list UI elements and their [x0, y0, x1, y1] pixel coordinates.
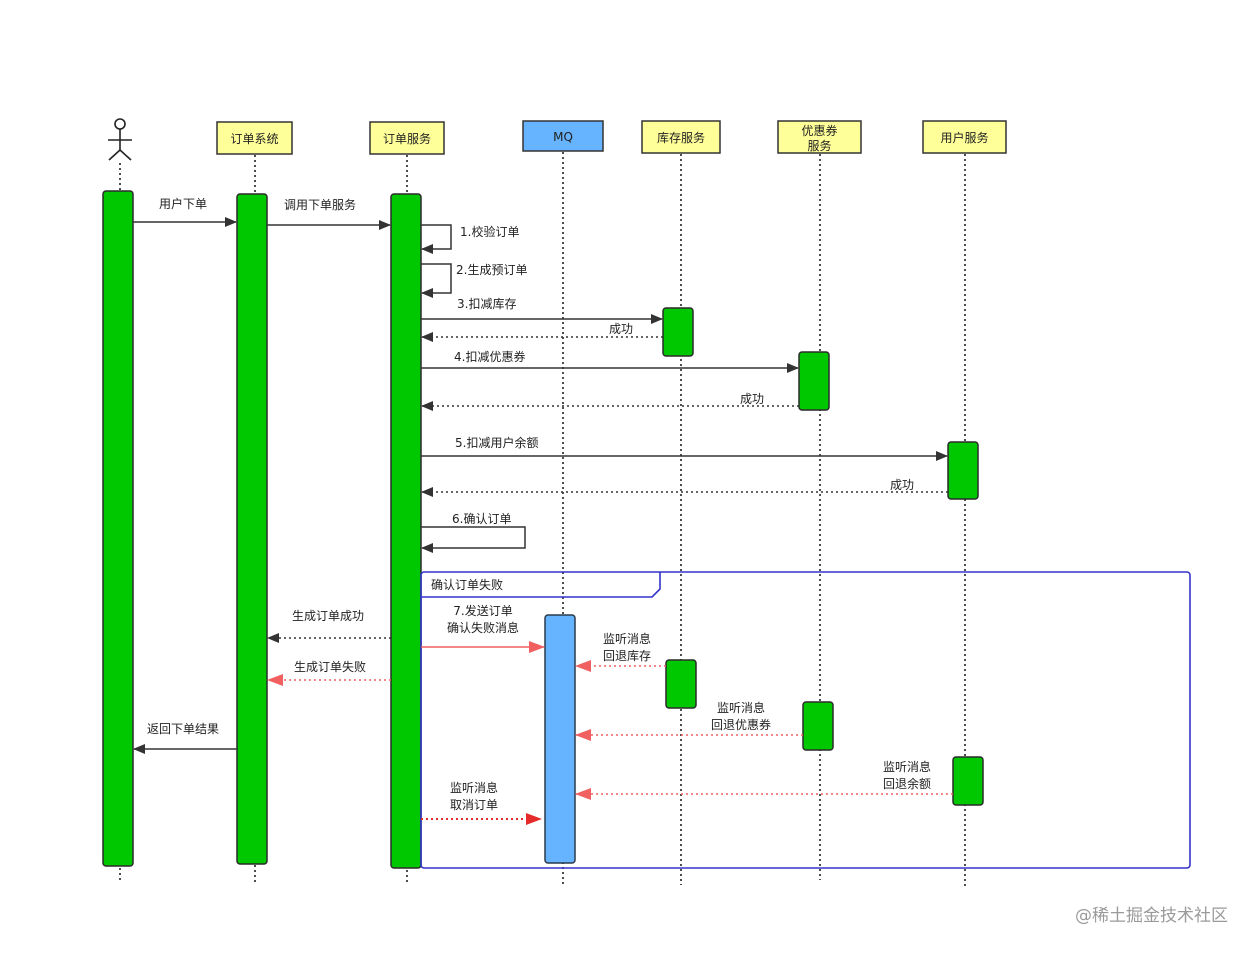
message-user-order: 用户下单 [133, 196, 237, 227]
message-label: 生成订单失败 [294, 659, 366, 674]
activation-order-service [390, 193, 422, 869]
message-rollback-inventory: 监听消息 回退库存 [575, 631, 666, 672]
message-label: 2.生成预订单 [456, 263, 527, 277]
activation-inventory-2 [665, 659, 697, 709]
participant-coupon: 优惠券 服务 [777, 120, 862, 154]
message-rollback-balance: 监听消息 回退余额 [575, 759, 953, 800]
participant-mq: MQ [522, 120, 604, 152]
activation-bars [102, 190, 984, 869]
message-label: 监听消息 [450, 780, 498, 795]
message-label: 回退余额 [883, 776, 931, 791]
message-label: 5.扣减用户余额 [455, 435, 538, 450]
participant-label: 优惠券 [801, 123, 837, 138]
message-rollback-coupon: 监听消息 回退优惠券 [575, 700, 803, 741]
message-confirm-order: 6.确认订单 [421, 512, 526, 553]
activation-inventory-1 [662, 307, 694, 357]
message-deduct-coupon: 4.扣减优惠券 [421, 349, 799, 373]
message-return-result: 返回下单结果 [133, 722, 237, 754]
message-label: 回退优惠券 [711, 717, 771, 732]
message-label: 6.确认订单 [452, 512, 511, 526]
message-cancel-order: 监听消息 取消订单 [421, 780, 542, 825]
activation-user-service-1 [947, 441, 979, 500]
participant-user-service: 用户服务 [922, 120, 1007, 154]
message-deduct-balance: 5.扣减用户余额 [421, 435, 948, 461]
reply-create-fail: 生成订单失败 [267, 659, 391, 686]
participant-order-system: 订单系统 [216, 121, 293, 155]
message-create-preorder: 2.生成预订单 [421, 263, 527, 298]
message-label: 回退库存 [603, 648, 651, 663]
message-label: 调用下单服务 [284, 197, 356, 212]
frame-label: 确认订单失败 [431, 577, 503, 592]
message-label: 1.校验订单 [460, 224, 519, 239]
activation-user [102, 190, 134, 867]
reply-balance-success: 成功 [421, 478, 948, 497]
message-label: 确认失败消息 [447, 620, 519, 635]
activation-coupon-2 [802, 701, 834, 751]
message-label: 返回下单结果 [147, 722, 219, 736]
activation-mq [544, 614, 576, 864]
participant-label: 订单系统 [230, 132, 278, 146]
reply-coupon-success: 成功 [421, 392, 799, 411]
message-label: 成功 [890, 478, 914, 492]
activation-order-system [236, 193, 268, 865]
message-label: 3.扣减库存 [457, 296, 516, 311]
message-label: 用户下单 [159, 196, 207, 211]
message-label: 成功 [740, 392, 764, 406]
participant-label: 用户服务 [940, 130, 988, 145]
participant-label: 服务 [807, 138, 831, 153]
message-label: 取消订单 [450, 798, 498, 812]
message-label: 监听消息 [603, 631, 651, 646]
message-label: 生成订单成功 [292, 609, 364, 623]
participant-label: MQ [553, 130, 573, 144]
message-label: 监听消息 [717, 700, 765, 715]
participant-order-service: 订单服务 [369, 121, 445, 155]
message-label: 监听消息 [883, 759, 931, 774]
watermark: @稀土掘金技术社区 [1075, 906, 1228, 926]
message-call-service: 调用下单服务 [267, 197, 391, 230]
reply-inventory-success: 成功 [421, 322, 663, 342]
message-send-failure: 7.发送订单 确认失败消息 [421, 603, 545, 653]
participant-inventory: 库存服务 [641, 120, 721, 154]
actor-icon [108, 118, 132, 161]
participant-label: 订单服务 [383, 131, 431, 146]
message-label: 4.扣减优惠券 [454, 349, 525, 364]
reply-create-success: 生成订单成功 [267, 609, 391, 643]
alt-frame: 确认订单失败 [420, 571, 1191, 869]
message-validate-order: 1.校验订单 [421, 224, 519, 254]
message-label: 成功 [609, 322, 633, 336]
activation-coupon-1 [798, 351, 830, 411]
participant-label: 库存服务 [657, 130, 705, 145]
activation-user-service-2 [952, 756, 984, 806]
message-deduct-inventory: 3.扣减库存 [421, 296, 663, 324]
message-label: 7.发送订单 [453, 603, 512, 618]
